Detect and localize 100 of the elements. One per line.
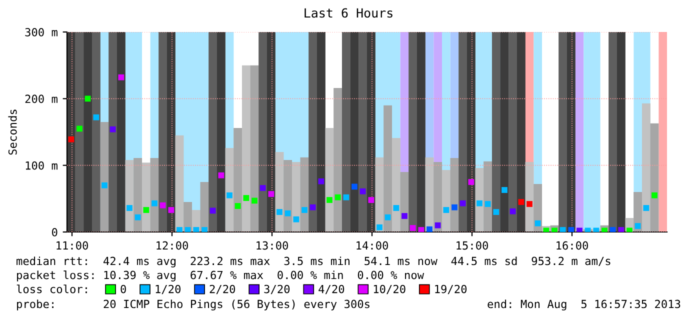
- bar: [292, 162, 300, 232]
- x-tick-label: 12:00: [156, 241, 188, 250]
- bar: [342, 32, 350, 232]
- legend-label: 2/20: [210, 284, 236, 294]
- point: [184, 227, 191, 232]
- point: [218, 172, 224, 178]
- point: [376, 224, 382, 230]
- point: [460, 200, 466, 206]
- x-tick-label: 15:00: [456, 241, 488, 250]
- point: [76, 126, 82, 132]
- text: packet loss: 10.39 % avg 67.67 % max 0.00 % min 0.00 % now: [17, 270, 424, 282]
- bar: [350, 32, 359, 232]
- bar: [258, 32, 268, 232]
- point: [168, 207, 174, 213]
- point: [652, 192, 658, 198]
- y-tick-label: 300 m: [25, 28, 58, 36]
- point: [102, 182, 108, 188]
- point: [602, 228, 608, 232]
- bar: [334, 88, 342, 232]
- bar: [84, 32, 92, 232]
- point: [152, 200, 158, 206]
- bar: [484, 161, 492, 232]
- point: [210, 208, 216, 214]
- legend-label: 10/20: [374, 284, 406, 294]
- point: [202, 227, 208, 232]
- point: [384, 214, 391, 220]
- legend-label: 1/20: [156, 284, 181, 294]
- legend-label: 19/20: [435, 284, 467, 294]
- point: [302, 207, 308, 213]
- bar: [392, 138, 400, 232]
- legend-label: 0: [120, 284, 126, 294]
- bar: [175, 135, 184, 232]
- bar: [142, 162, 150, 232]
- point: [568, 227, 574, 232]
- point: [502, 187, 508, 193]
- point: [293, 216, 300, 222]
- point: [643, 205, 650, 211]
- bar: [475, 168, 484, 232]
- point: [393, 205, 400, 211]
- bar: [316, 32, 326, 232]
- point: [476, 200, 482, 206]
- point: [318, 178, 324, 184]
- point: [426, 226, 432, 232]
- point: [493, 209, 500, 215]
- y-tick-label: 0: [52, 228, 58, 236]
- bar: [250, 65, 259, 232]
- point: [176, 227, 182, 232]
- bar: [134, 158, 142, 232]
- point: [334, 194, 341, 200]
- point: [560, 227, 566, 232]
- point: [618, 227, 624, 232]
- y-axis-title: Seconds: [8, 110, 17, 155]
- bar: [125, 160, 134, 232]
- point: [484, 201, 491, 207]
- bar: [558, 32, 568, 232]
- point: [243, 195, 250, 201]
- point: [434, 222, 441, 228]
- bar: [375, 157, 384, 232]
- point: [193, 227, 200, 232]
- point: [226, 192, 232, 198]
- legend-label: 4/20: [318, 284, 344, 294]
- point: [534, 220, 541, 226]
- point: [252, 198, 258, 204]
- point: [160, 202, 166, 208]
- text: median rtt: 42.4 ms avg 223.2 ms max 3.5 ms min 54.1 ms now 44.5 ms sd 953.2 m am/s: [16, 256, 610, 268]
- bar: [300, 157, 309, 232]
- point: [368, 197, 374, 203]
- x-tick-label: 16:00: [556, 241, 588, 250]
- bar: [608, 32, 618, 232]
- bar: [384, 105, 392, 232]
- point: [343, 194, 350, 200]
- point: [526, 201, 532, 207]
- point: [84, 96, 91, 102]
- bar: [508, 32, 518, 232]
- text: probe: 20 ICMP Echo Pings (56 Bytes) every 300s: [17, 300, 370, 310]
- point: [410, 225, 416, 231]
- point: [310, 204, 316, 210]
- bar: [325, 128, 334, 232]
- point: [510, 208, 516, 214]
- bar: [534, 184, 542, 232]
- point: [68, 136, 74, 142]
- bar: [284, 160, 292, 232]
- point: [402, 213, 408, 219]
- bar: [634, 192, 642, 232]
- legend-label: 3/20: [264, 284, 290, 294]
- bar: [358, 32, 368, 232]
- x-tick-label: 11:00: [56, 241, 88, 250]
- point: [268, 191, 274, 197]
- point: [110, 126, 116, 132]
- point: [118, 74, 124, 80]
- x-tick-label: 13:00: [256, 241, 288, 250]
- point: [234, 203, 241, 209]
- point: [284, 210, 291, 216]
- bar: [75, 32, 84, 232]
- text: end: Mon Aug 5 16:57:35 2013: [488, 300, 680, 310]
- point: [634, 223, 641, 229]
- point: [326, 197, 332, 203]
- y-tick-label: 200 m: [25, 94, 58, 104]
- bar: [266, 32, 276, 232]
- point: [418, 227, 424, 232]
